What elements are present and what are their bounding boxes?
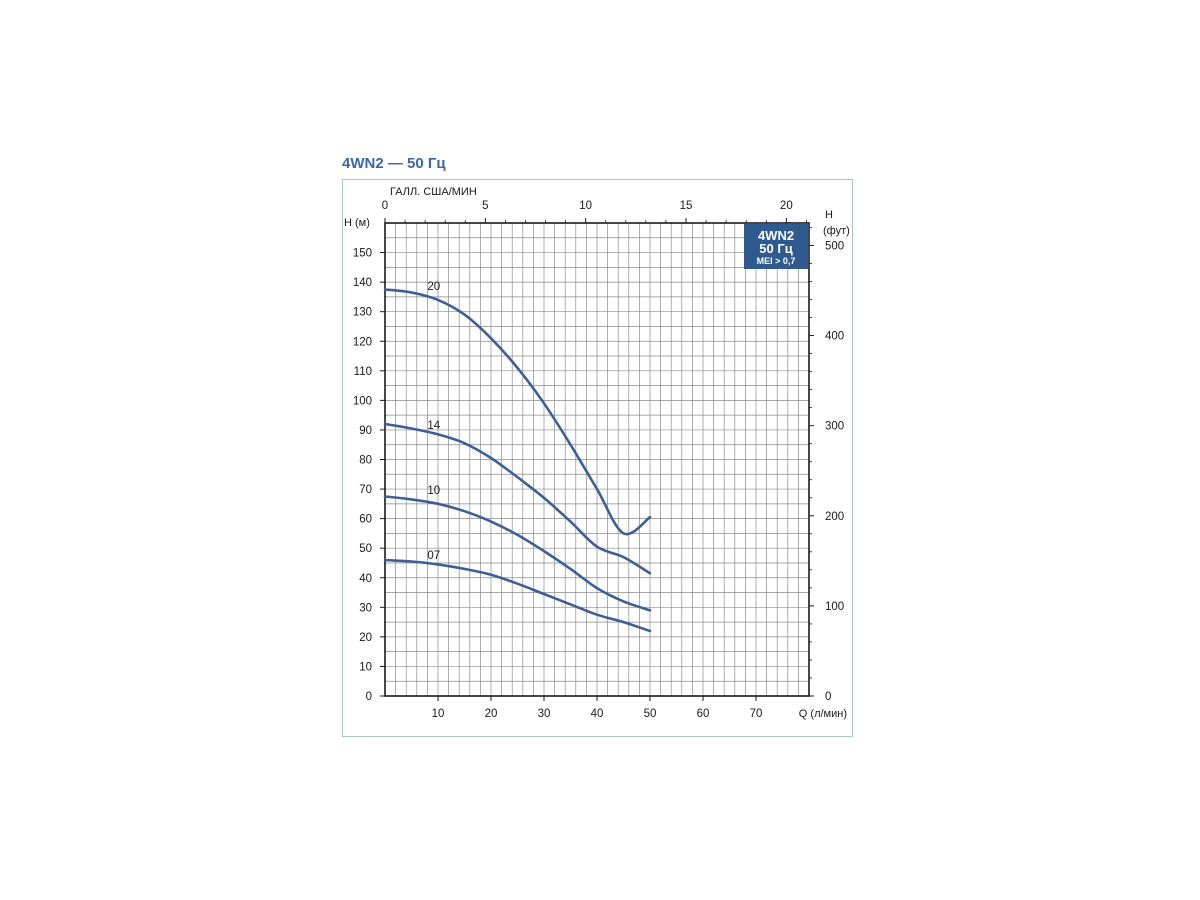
x2-tick-label: 15 <box>680 200 693 212</box>
series-lines: 20 14 10 07 <box>383 281 652 633</box>
x-tick-label: 20 <box>485 708 498 720</box>
x2-axis-label: ГАЛЛ. США/МИН <box>390 186 477 198</box>
x2-tick-label: 5 <box>482 200 488 212</box>
series-label-14: 14 <box>427 420 440 432</box>
y-tick-label: 20 <box>359 632 372 644</box>
x2-tick-label: 0 <box>382 200 388 212</box>
series-line-20 <box>383 288 652 536</box>
y2-axis-label-h: H <box>825 209 833 221</box>
y-tick-label: 120 <box>353 336 372 348</box>
y-tick-label: 10 <box>359 661 372 673</box>
series-label-20: 20 <box>427 281 440 293</box>
badge-frequency: 50 Гц <box>759 241 792 256</box>
x-tick-label: 50 <box>644 708 657 720</box>
y-tick-label: 140 <box>353 277 372 289</box>
y-tick-label: 130 <box>353 307 372 319</box>
model-badge: 4WN2 50 Гц MEI > 0,7 <box>744 224 808 269</box>
y-tick-label: 40 <box>359 573 372 585</box>
y-tick-label: 70 <box>359 484 372 496</box>
y-tick-label: 150 <box>353 248 372 260</box>
x-axis-label: Q (л/мин) <box>799 708 847 720</box>
series-label-10: 10 <box>427 485 440 497</box>
y2-tick-label: 200 <box>825 511 844 523</box>
x-tick-label: 30 <box>538 708 551 720</box>
y2-tick-label: 0 <box>825 691 831 703</box>
y-tick-label: 0 <box>366 691 372 703</box>
y2-axis-label-unit: (фут) <box>823 225 850 237</box>
y2-tick-label: 400 <box>825 331 844 343</box>
y-tick-label: 90 <box>359 425 372 437</box>
chart-frame <box>342 179 853 737</box>
x2-tick-label: 10 <box>579 200 592 212</box>
y-tick-label: 110 <box>354 366 372 378</box>
x2-tick-label: 20 <box>780 200 793 212</box>
y-tick-label: 50 <box>359 543 372 555</box>
series-line-14 <box>383 422 652 575</box>
chart-title: 4WN2 — 50 Гц <box>342 155 446 172</box>
badge-background <box>744 224 808 269</box>
series-label-07: 07 <box>427 550 440 562</box>
y2-tick-label: 300 <box>825 421 844 433</box>
series-line-07 <box>383 558 652 633</box>
y-tick-label: 80 <box>359 455 372 467</box>
y-tick-label: 30 <box>359 602 372 614</box>
y2-tick-label: 100 <box>825 601 844 613</box>
series-line-10 <box>383 495 652 612</box>
y-tick-label: 100 <box>353 395 372 407</box>
x-tick-label: 40 <box>591 708 604 720</box>
x-tick-label: 10 <box>432 708 445 720</box>
y-axis-label: H (м) <box>344 217 370 229</box>
y-tick-label: 60 <box>359 514 372 526</box>
grid-lines <box>385 223 809 696</box>
y2-tick-label: 500 <box>825 240 844 252</box>
badge-mei: MEI > 0,7 <box>757 256 796 266</box>
x-tick-label: 70 <box>750 708 763 720</box>
x-tick-label: 60 <box>697 708 710 720</box>
axis-ticks: 10 20 30 40 50 60 700 5 10 15 20010203040506070809… <box>353 200 844 720</box>
badge-model: 4WN2 <box>758 228 794 243</box>
